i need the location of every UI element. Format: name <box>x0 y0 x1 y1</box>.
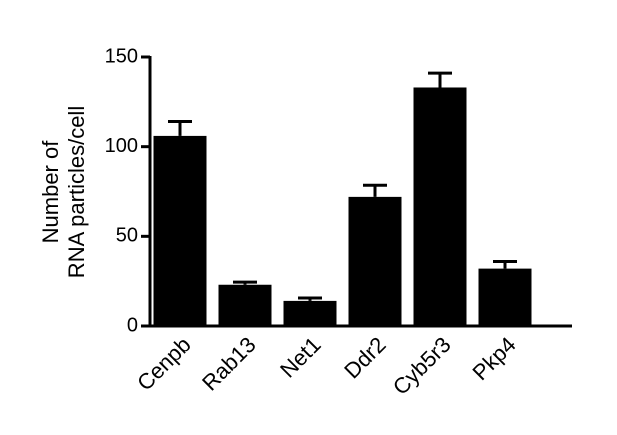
y-tick-label: 0 <box>127 314 138 336</box>
x-tick-label: Cyb5r3 <box>388 332 456 400</box>
x-tick-label: Cenpb <box>132 332 196 396</box>
x-tick-label: Pkp4 <box>468 332 521 385</box>
x-tick-label: Rab13 <box>197 332 261 396</box>
bar <box>218 284 272 326</box>
y-tick-label: 100 <box>105 135 138 157</box>
bar <box>478 268 532 326</box>
y-tick-label: 50 <box>116 225 138 247</box>
y-axis-title-line: RNA particles/cell <box>64 106 89 278</box>
x-tick-label: Ddr2 <box>339 332 390 383</box>
y-axis-title: Number of RNA particles/cell <box>38 106 89 278</box>
x-tick-label: Net1 <box>275 332 326 383</box>
bar <box>413 87 467 326</box>
y-axis-title-line: Number of <box>38 140 63 244</box>
bar <box>348 196 402 326</box>
bar <box>153 135 207 326</box>
y-tick-label: 150 <box>105 45 138 67</box>
bar <box>283 300 337 326</box>
